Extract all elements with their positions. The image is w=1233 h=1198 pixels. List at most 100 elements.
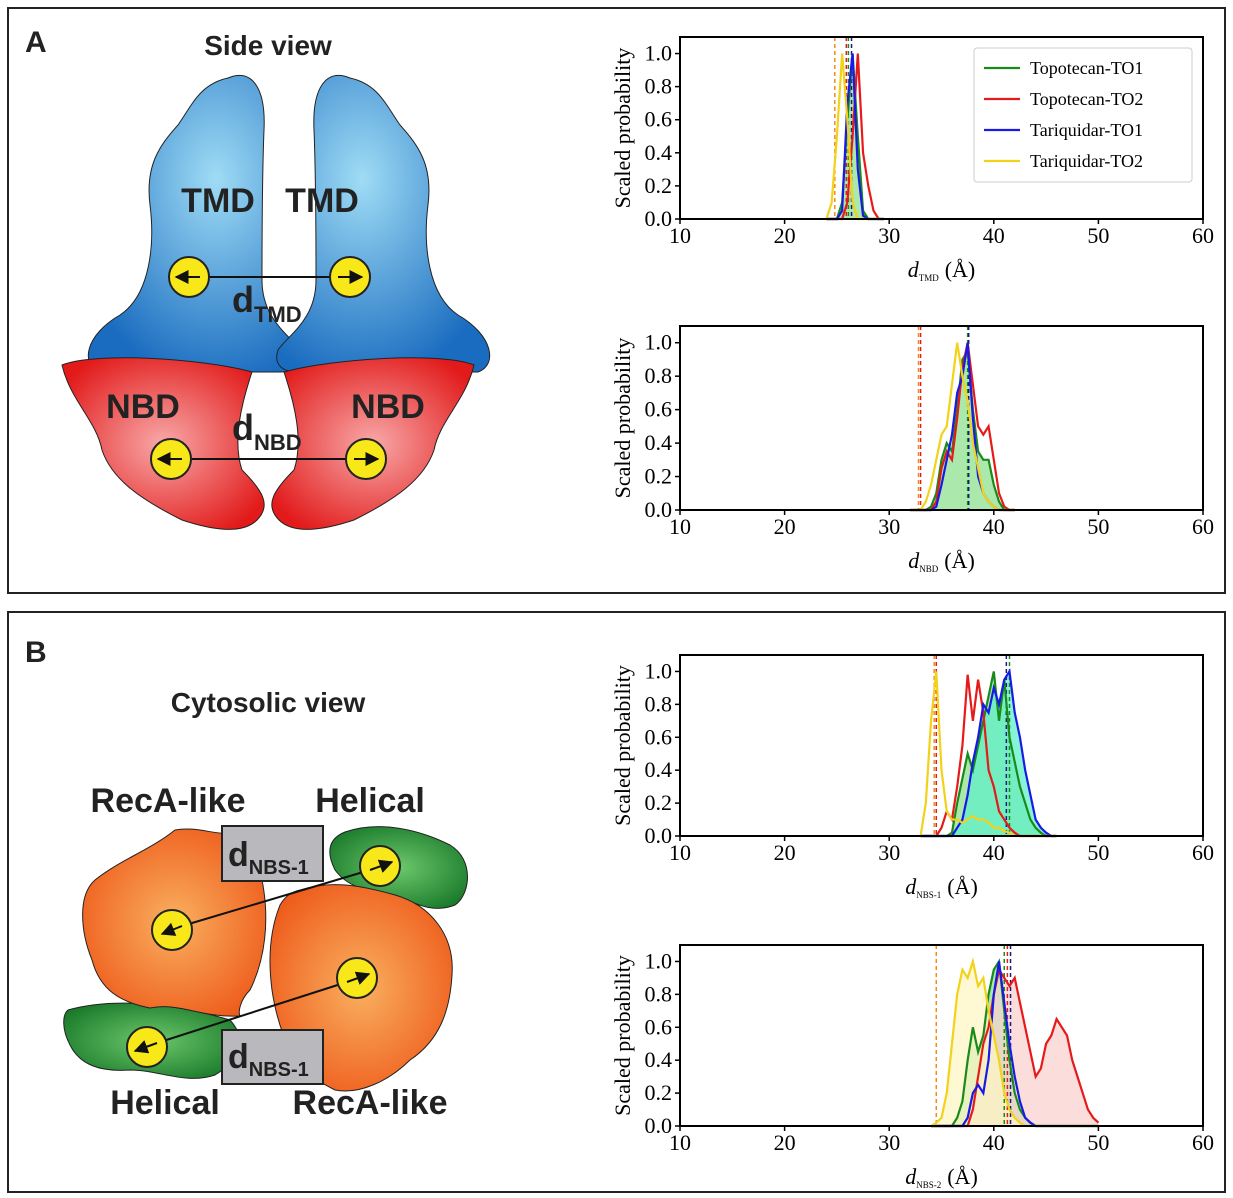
x-tick-label: 40 — [983, 514, 1005, 539]
area-fill — [931, 961, 1099, 1126]
domain-label: Helical — [315, 782, 425, 820]
y-tick-label: 1.0 — [645, 948, 673, 973]
y-axis-label: Scaled probability — [610, 338, 635, 499]
y-tick-label: 0.6 — [645, 724, 673, 749]
y-tick-label: 0.4 — [645, 140, 673, 165]
arrows — [156, 270, 380, 466]
label-box — [221, 825, 324, 882]
distance-label: dTMD — [232, 279, 302, 327]
x-axis-label: dNBS-2 (Å) — [905, 1164, 978, 1190]
symbol: d — [905, 874, 917, 899]
legend-box — [973, 47, 1193, 183]
panel-label: A — [25, 26, 47, 59]
x-tick-label: 30 — [878, 223, 900, 248]
distance-label: dNBS-1 — [228, 1038, 309, 1081]
panel-frame — [7, 611, 1226, 1193]
y-tick-label: 0.4 — [645, 430, 673, 455]
arrows — [156, 869, 371, 1044]
y-axis-label: Scaled probability — [610, 48, 635, 209]
y-tick-label: 0.0 — [645, 823, 673, 848]
x-tick-label: 50 — [1087, 840, 1109, 865]
x-axis-label: dNBD (Å) — [908, 548, 975, 574]
unit: (Å) — [945, 257, 976, 282]
x-tick-label: 10 — [669, 840, 691, 865]
x-tick-label: 30 — [878, 514, 900, 539]
domain-label: RecA-like — [293, 1084, 448, 1122]
unit: (Å) — [947, 874, 978, 899]
cytosolic-view-diagram: B Cytosolic view RecA-like Helical dNBS-… — [25, 636, 468, 1122]
legend-label: Tariquidar-TO2 — [1030, 151, 1143, 171]
subscript: NBS-1 — [916, 890, 941, 900]
series-line — [910, 342, 1015, 512]
y-tick-label: 0.2 — [645, 173, 673, 198]
y-tick-label: 0.6 — [645, 107, 673, 132]
x-tick-label: 50 — [1087, 1130, 1109, 1155]
y-tick-label: 0.6 — [645, 1014, 673, 1039]
y-tick-label: 0.8 — [645, 74, 673, 99]
tmd-shape — [87, 75, 302, 373]
distance-label: dNBD — [232, 407, 302, 455]
y-tick-label: 0.8 — [645, 363, 673, 388]
side-view-diagram: A Side view TMD TMD dTMD NBD NBD dNBD — [25, 26, 491, 530]
subscript: TMD — [919, 273, 940, 283]
plot-frame — [679, 944, 1204, 1127]
area-fill — [931, 969, 1099, 1126]
x-tick-label: 10 — [669, 1130, 691, 1155]
x-tick-label: 20 — [774, 1130, 796, 1155]
y-axis-label: Scaled probability — [610, 955, 635, 1116]
x-tick-label: 30 — [878, 840, 900, 865]
domain-label: NBD — [106, 388, 180, 426]
plot-frame — [679, 654, 1204, 837]
x-tick-label: 40 — [983, 840, 1005, 865]
y-tick-label: 0.0 — [645, 1113, 673, 1138]
x-tick-label: 40 — [983, 223, 1005, 248]
symbol: d — [232, 407, 254, 448]
legend-label: Tariquidar-TO1 — [1030, 120, 1143, 140]
tmd-shape — [276, 75, 491, 373]
x-axis-label: dNBS-1 (Å) — [905, 874, 978, 900]
panel-label: B — [25, 636, 47, 669]
x-tick-label: 10 — [669, 514, 691, 539]
subscript: NBD — [919, 564, 939, 574]
series-line — [910, 347, 1015, 512]
x-tick-label: 30 — [878, 1130, 900, 1155]
diagram-title: Cytosolic view — [171, 687, 366, 718]
y-tick-label: 1.0 — [645, 330, 673, 355]
symbol: d — [908, 257, 920, 282]
legend-label: Topotecan-TO1 — [1030, 58, 1143, 78]
y-tick-label: 0.8 — [645, 691, 673, 716]
y-tick-label: 0.2 — [645, 790, 673, 815]
domain-label: Helical — [110, 1084, 220, 1122]
area-fill — [826, 53, 884, 219]
domain-label: TMD — [181, 182, 255, 220]
legend-label: Topotecan-TO2 — [1030, 89, 1143, 109]
x-tick-label: 50 — [1087, 223, 1109, 248]
area-fill — [910, 351, 1015, 510]
subscript: NBS-2 — [916, 1180, 941, 1190]
x-tick-label: 20 — [774, 514, 796, 539]
x-tick-label: 10 — [669, 223, 691, 248]
y-tick-label: 0.6 — [645, 397, 673, 422]
y-tick-label: 0.0 — [645, 206, 673, 231]
x-tick-label: 50 — [1087, 514, 1109, 539]
y-axis-label: Scaled probability — [610, 665, 635, 826]
x-tick-label: 20 — [774, 840, 796, 865]
x-tick-label: 20 — [774, 223, 796, 248]
x-tick-label: 60 — [1192, 840, 1214, 865]
x-tick-label: 60 — [1192, 1130, 1214, 1155]
domain-label: TMD — [285, 182, 359, 220]
x-tick-label: 40 — [983, 1130, 1005, 1155]
subscript: TMD — [254, 302, 302, 327]
domain-label: RecA-like — [91, 782, 246, 820]
subscript: NBS-1 — [249, 1059, 309, 1081]
y-tick-label: 0.4 — [645, 757, 673, 782]
y-tick-label: 0.8 — [645, 981, 673, 1006]
domain-label: NBD — [351, 388, 425, 426]
diagram-title: Side view — [204, 30, 332, 61]
x-axis-label: dTMD (Å) — [908, 257, 976, 283]
symbol: d — [228, 1038, 249, 1076]
charts: 10 20 30 40 50 60 0.0 0.2 0.4 0.6 0.8 1.0 Scaled pro… — [610, 36, 1214, 1190]
subscript: NBD — [254, 430, 302, 455]
distance-label: dNBS-1 — [228, 836, 309, 879]
